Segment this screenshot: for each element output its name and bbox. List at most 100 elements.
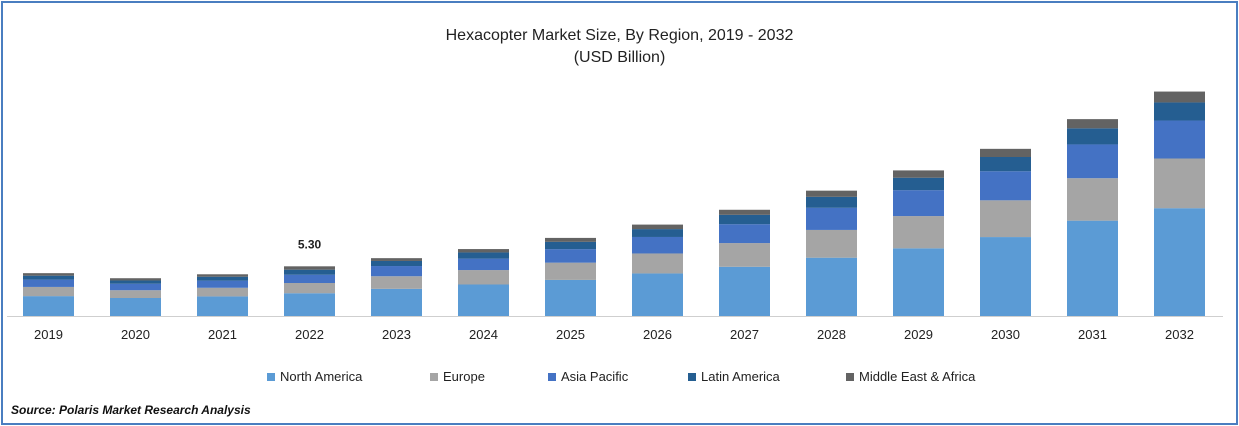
bar-segment-2019-europe <box>23 286 74 297</box>
bar-segment-2030-north-america <box>980 237 1031 316</box>
legend-item-middle-east-africa: Middle East & Africa <box>846 369 975 384</box>
bar-segment-2030-latin-america <box>980 157 1031 172</box>
bar-segment-2024-latin-america <box>458 252 509 259</box>
bar-segment-2031-north-america <box>1067 220 1118 316</box>
x-tick-label-2020: 2020 <box>121 327 150 342</box>
bar-segment-2024-asia-pacific <box>458 258 509 271</box>
legend-label: Asia Pacific <box>561 369 629 384</box>
bar-segment-2025-north-america <box>545 279 596 316</box>
bar-segment-2019-middle-east-africa <box>23 273 74 276</box>
bar-segment-2027-latin-america <box>719 214 770 225</box>
bar-segment-2026-middle-east-africa <box>632 224 683 230</box>
bar-segment-2022-north-america <box>284 293 335 316</box>
chart-title: Hexacopter Market Size, By Region, 2019 … <box>445 27 794 44</box>
legend-label: Europe <box>443 369 485 384</box>
legend-swatch <box>430 372 438 381</box>
bar-segment-2021-middle-east-africa <box>197 274 248 277</box>
x-tick-label-2026: 2026 <box>643 327 672 342</box>
bar-segment-2032-europe <box>1154 158 1205 209</box>
x-tick-label-2027: 2027 <box>730 327 759 342</box>
x-tick-label-2032: 2032 <box>1165 327 1194 342</box>
x-tick-label-2029: 2029 <box>904 327 933 342</box>
bar-segment-2025-middle-east-africa <box>545 237 596 242</box>
x-tick-label-2028: 2028 <box>817 327 846 342</box>
bar-segment-2023-europe <box>371 276 422 289</box>
bar-segment-2024-europe <box>458 270 509 285</box>
bar-segment-2026-asia-pacific <box>632 236 683 254</box>
bar-segment-2029-asia-pacific <box>893 190 944 217</box>
bar-segment-2030-asia-pacific <box>980 171 1031 201</box>
bar-segment-2026-europe <box>632 253 683 274</box>
legend-label: Middle East & Africa <box>859 369 976 384</box>
bar-segment-2027-north-america <box>719 266 770 316</box>
chart-legend: North America Europe Asia Pacific Latin Ame… <box>3 369 1236 389</box>
bar-segment-2030-middle-east-africa <box>980 148 1031 157</box>
bar-segment-2025-latin-america <box>545 241 596 250</box>
bar-segment-2028-asia-pacific <box>806 207 857 230</box>
bar-segment-2029-europe <box>893 216 944 249</box>
bar-segment-2032-latin-america <box>1154 102 1205 121</box>
bar-segment-2031-asia-pacific <box>1067 144 1118 179</box>
bar-segment-2022-asia-pacific <box>284 274 335 283</box>
bar-segment-2022-middle-east-africa <box>284 266 335 270</box>
bar-segment-2020-asia-pacific <box>110 283 161 291</box>
bar-segment-2032-asia-pacific <box>1154 120 1205 159</box>
legend-swatch <box>688 372 696 381</box>
legend-item-north-america: North America <box>267 369 362 384</box>
bar-segment-2029-latin-america <box>893 177 944 191</box>
legend-label: North America <box>280 369 363 384</box>
bar-segment-2024-middle-east-africa <box>458 249 509 253</box>
bar-segment-2020-europe <box>110 290 161 298</box>
x-tick-label-2030: 2030 <box>991 327 1020 342</box>
bar-segment-2019-latin-america <box>23 275 74 280</box>
legend-swatch <box>267 372 275 381</box>
bar-segment-2029-north-america <box>893 248 944 316</box>
bar-segment-2028-europe <box>806 229 857 258</box>
stacked-bar-chart: 2019 2020 2021 5.30 2022 2023 2024 2025 2026 2027… <box>7 91 1223 342</box>
bar-segment-2023-middle-east-africa <box>371 258 422 261</box>
bar-segment-2026-latin-america <box>632 229 683 237</box>
legend-item-europe: Europe <box>430 369 485 384</box>
bar-segment-2028-north-america <box>806 257 857 316</box>
bar-segment-2020-middle-east-africa <box>110 278 161 281</box>
bar-segment-2031-europe <box>1067 178 1118 221</box>
bar-segment-2027-asia-pacific <box>719 224 770 244</box>
bar-segment-2022-latin-america <box>284 269 335 275</box>
bar-segment-2028-middle-east-africa <box>806 190 857 197</box>
legend-item-latin-america: Latin America <box>688 369 780 384</box>
bar-segment-2027-middle-east-africa <box>719 209 770 215</box>
legend-item-asia-pacific: Asia Pacific <box>548 369 628 384</box>
x-tick-label-2025: 2025 <box>556 327 585 342</box>
bar-segment-2023-north-america <box>371 288 422 316</box>
bar-segment-2025-europe <box>545 262 596 280</box>
bar-segment-2026-north-america <box>632 273 683 316</box>
bar-segment-2032-middle-east-africa <box>1154 91 1205 103</box>
bar-segment-2030-europe <box>980 200 1031 238</box>
bar-segment-2021-asia-pacific <box>197 280 248 288</box>
bar-segment-2024-north-america <box>458 284 509 316</box>
x-tick-label-2024: 2024 <box>469 327 498 342</box>
legend-label: Latin America <box>701 369 780 384</box>
bar-segment-2021-north-america <box>197 296 248 316</box>
x-tick-label-2021: 2021 <box>208 327 237 342</box>
bar-segment-2027-europe <box>719 243 770 267</box>
bar-segment-2028-latin-america <box>806 196 857 208</box>
bar-segment-2031-middle-east-africa <box>1067 119 1118 129</box>
bar-segment-2020-north-america <box>110 298 161 316</box>
legend-swatch <box>548 372 556 381</box>
bar-segment-2023-latin-america <box>371 260 422 267</box>
legend-swatch <box>846 372 854 381</box>
bar-segment-2032-north-america <box>1154 208 1205 316</box>
bar-segment-2025-asia-pacific <box>545 249 596 263</box>
data-label-2022: 5.30 <box>298 237 322 251</box>
chart-subtitle: (USD Billion) <box>573 49 666 66</box>
source-note: Source: Polaris Market Research Analysis <box>11 403 251 417</box>
bar-segment-2031-latin-america <box>1067 128 1118 145</box>
x-tick-label-2019: 2019 <box>34 327 63 342</box>
bar-segment-2029-middle-east-africa <box>893 170 944 178</box>
x-tick-label-2023: 2023 <box>382 327 411 342</box>
bar-segment-2023-asia-pacific <box>371 266 422 277</box>
bar-segment-2022-europe <box>284 283 335 294</box>
bar-segment-2021-latin-america <box>197 276 248 281</box>
